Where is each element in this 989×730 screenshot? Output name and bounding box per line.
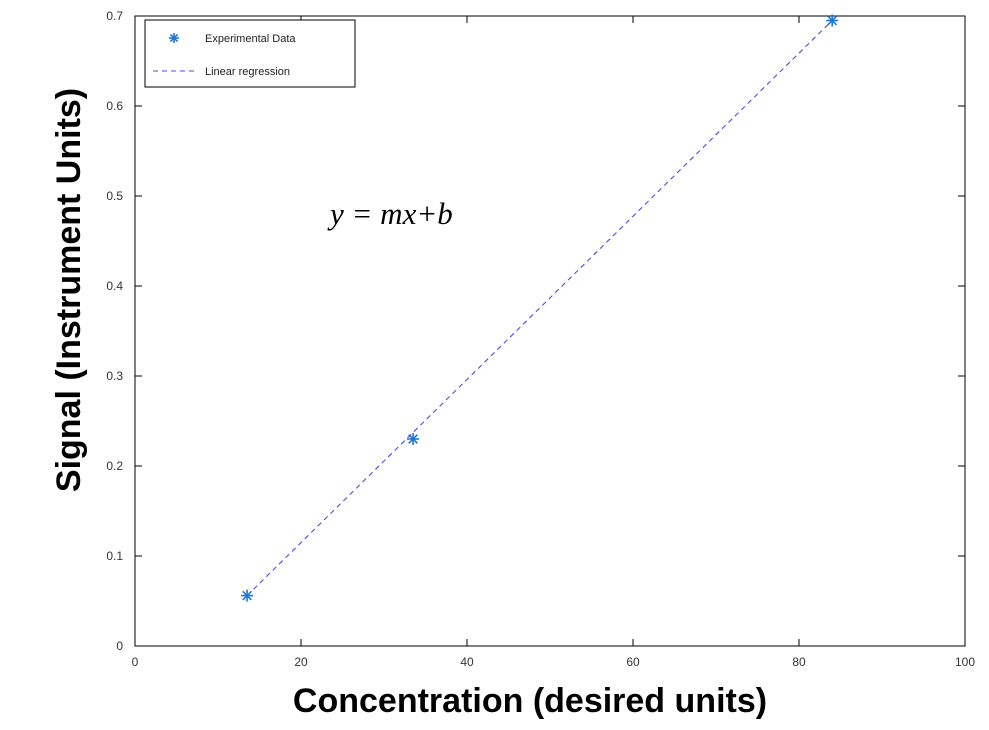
y-tick-label: 0.5 [106, 189, 123, 203]
legend-label-linear-regression: Linear regression [205, 66, 290, 78]
y-tick-label: 0.3 [106, 369, 123, 383]
y-tick-label: 0 [116, 639, 123, 653]
legend-marker-experimental-data [169, 33, 179, 43]
y-tick-label: 0.1 [106, 549, 123, 563]
regression-line [246, 20, 833, 596]
x-tick-label: 100 [955, 655, 975, 669]
y-axis-title: Signal (Instrument Units) [50, 88, 88, 492]
y-tick-label: 0.2 [106, 459, 123, 473]
x-tick-label: 60 [626, 655, 640, 669]
data-point [826, 14, 839, 27]
legend-box [144, 19, 356, 88]
plot-area [134, 15, 966, 647]
data-point [241, 589, 254, 602]
y-axis-ticks: 0 0.1 0.2 0.3 0.4 0.5 0.6 0.7 [106, 9, 965, 653]
x-axis-ticks: 0 20 40 60 80 100 [132, 16, 975, 669]
x-tick-label: 20 [294, 655, 308, 669]
equation-annotation: y = mx+b [327, 196, 453, 231]
y-tick-label: 0.7 [106, 9, 123, 23]
legend: Experimental Data Linear regression [144, 19, 356, 88]
y-tick-label: 0.6 [106, 99, 123, 113]
legend-label-experimental-data: Experimental Data [205, 33, 296, 45]
x-tick-label: 40 [460, 655, 474, 669]
x-axis-title: Concentration (desired units) [293, 682, 767, 720]
x-tick-label: 0 [132, 655, 139, 669]
series-layer [241, 14, 839, 602]
legend-asterisk-icon [169, 33, 179, 43]
data-point [407, 433, 420, 445]
y-tick-label: 0.4 [106, 279, 123, 293]
x-tick-label: 80 [792, 655, 806, 669]
